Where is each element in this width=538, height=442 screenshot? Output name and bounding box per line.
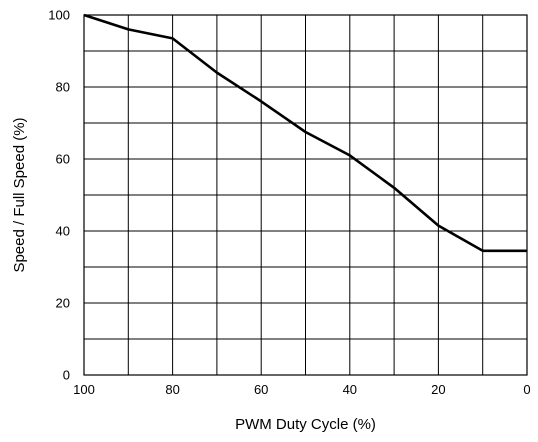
series-line: [83, 13, 527, 253]
x-tick-label: 20: [431, 382, 445, 397]
x-tick-label: 100: [73, 382, 95, 397]
y-axis-label: Speed / Full Speed (%): [11, 117, 28, 272]
y-tick-label: 100: [48, 8, 70, 23]
tick-labels: 100 80 60 40 20 0 0 20 40 60 80 100: [48, 8, 530, 398]
x-tick-label: 0: [523, 382, 530, 397]
y-tick-label: 40: [56, 224, 70, 239]
y-tick-label: 60: [56, 152, 70, 167]
x-axis-label: PWM Duty Cycle (%): [235, 416, 376, 433]
series-layer: [83, 13, 527, 253]
y-tick-label: 80: [56, 80, 70, 95]
x-tick-label: 40: [343, 382, 357, 397]
grid: [83, 14, 528, 376]
x-tick-label: 60: [254, 382, 268, 397]
x-tick-label: 80: [165, 382, 179, 397]
y-tick-label: 0: [63, 368, 70, 383]
y-tick-label: 20: [56, 296, 70, 311]
plot-frame: [83, 14, 528, 376]
